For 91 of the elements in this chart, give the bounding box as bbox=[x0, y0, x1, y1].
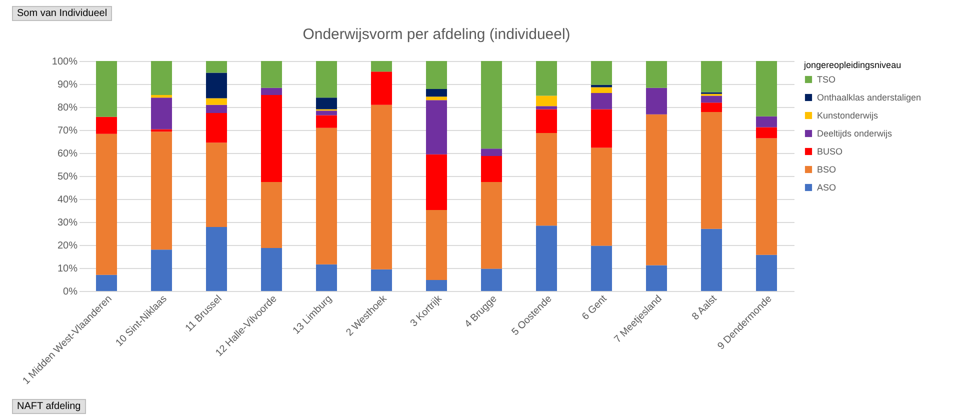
y-tick-label: 100% bbox=[52, 56, 78, 68]
bar bbox=[261, 95, 282, 182]
bar bbox=[371, 104, 392, 270]
y-tick-label: 90% bbox=[57, 80, 78, 90]
bar bbox=[756, 61, 777, 116]
bar bbox=[261, 88, 282, 96]
bar bbox=[426, 210, 447, 280]
bar bbox=[206, 104, 227, 113]
bar bbox=[701, 228, 722, 291]
bar bbox=[316, 128, 337, 264]
y-tick-label: 70% bbox=[57, 126, 78, 136]
bar bbox=[591, 109, 612, 148]
bar bbox=[646, 114, 667, 266]
legend-label: Kunstonderwijs bbox=[817, 110, 879, 120]
bar bbox=[426, 89, 447, 97]
bar bbox=[206, 227, 227, 291]
bar bbox=[261, 182, 282, 248]
bar bbox=[536, 132, 557, 226]
bar bbox=[426, 154, 447, 210]
bar bbox=[316, 110, 337, 116]
bar bbox=[481, 268, 502, 291]
y-tick-label: 60% bbox=[57, 148, 78, 160]
legend-label: TSO bbox=[817, 74, 836, 84]
bar bbox=[426, 61, 447, 90]
text: NAFT afdeling bbox=[12, 399, 86, 414]
bar bbox=[591, 61, 612, 85]
bar bbox=[591, 148, 612, 246]
bar bbox=[151, 98, 172, 130]
y-tick-label: 80% bbox=[57, 102, 78, 114]
bar bbox=[481, 156, 502, 182]
bar bbox=[591, 246, 612, 291]
bar bbox=[371, 269, 392, 291]
bar bbox=[481, 61, 502, 149]
bar bbox=[481, 182, 502, 269]
legend-label: BUSO bbox=[817, 146, 843, 156]
bar bbox=[536, 226, 557, 291]
bar bbox=[151, 95, 172, 98]
bar bbox=[646, 61, 667, 88]
legend-label: Deeltijds onderwijs bbox=[817, 128, 893, 138]
bar bbox=[151, 250, 172, 291]
bar bbox=[756, 138, 777, 255]
y-tick-label: 50% bbox=[57, 172, 78, 182]
bar bbox=[151, 61, 172, 96]
bar bbox=[96, 116, 117, 134]
bar bbox=[756, 127, 777, 138]
y-tick-label: 20% bbox=[57, 240, 78, 252]
legend-label: Onthaalklas anderstaligen bbox=[817, 92, 922, 102]
bar bbox=[701, 61, 722, 92]
bar bbox=[646, 88, 667, 114]
y-tick-label: 0% bbox=[63, 286, 78, 298]
bar bbox=[316, 115, 337, 128]
bar bbox=[206, 61, 227, 73]
bar bbox=[756, 254, 777, 291]
bar bbox=[536, 109, 557, 133]
bar bbox=[756, 116, 777, 128]
bar bbox=[206, 98, 227, 105]
bar bbox=[316, 61, 337, 98]
bar bbox=[591, 87, 612, 93]
bar bbox=[591, 92, 612, 110]
bar bbox=[371, 61, 392, 72]
bar bbox=[206, 112, 227, 143]
bar bbox=[316, 264, 337, 291]
bar bbox=[206, 72, 227, 98]
y-tick-label: 10% bbox=[57, 264, 78, 274]
bar bbox=[261, 248, 282, 291]
bar bbox=[536, 61, 557, 96]
y-tick-label: 40% bbox=[57, 194, 78, 206]
bar bbox=[536, 106, 557, 110]
bar bbox=[151, 132, 172, 250]
y-tick-label: 30% bbox=[57, 218, 78, 228]
bar bbox=[701, 112, 722, 229]
bar bbox=[261, 61, 282, 88]
legend-title: jongereopleidingsniveau bbox=[803, 60, 902, 70]
bar bbox=[701, 102, 722, 112]
bar bbox=[426, 100, 447, 154]
bar bbox=[371, 72, 392, 105]
legend-label: BSO bbox=[817, 164, 836, 174]
bar bbox=[316, 98, 337, 110]
bar bbox=[536, 96, 557, 106]
bar bbox=[481, 148, 502, 156]
bar bbox=[701, 96, 722, 103]
text: Som van Individueel bbox=[12, 6, 112, 21]
bar bbox=[426, 96, 447, 100]
bar bbox=[426, 280, 447, 291]
bar bbox=[206, 142, 227, 228]
legend-label: ASO bbox=[817, 182, 836, 192]
bar bbox=[96, 274, 117, 291]
chart-title: Onderwijsvorm per afdeling (individueel) bbox=[302, 26, 570, 43]
bar bbox=[96, 61, 117, 117]
bar bbox=[96, 134, 117, 275]
bar bbox=[646, 265, 667, 291]
